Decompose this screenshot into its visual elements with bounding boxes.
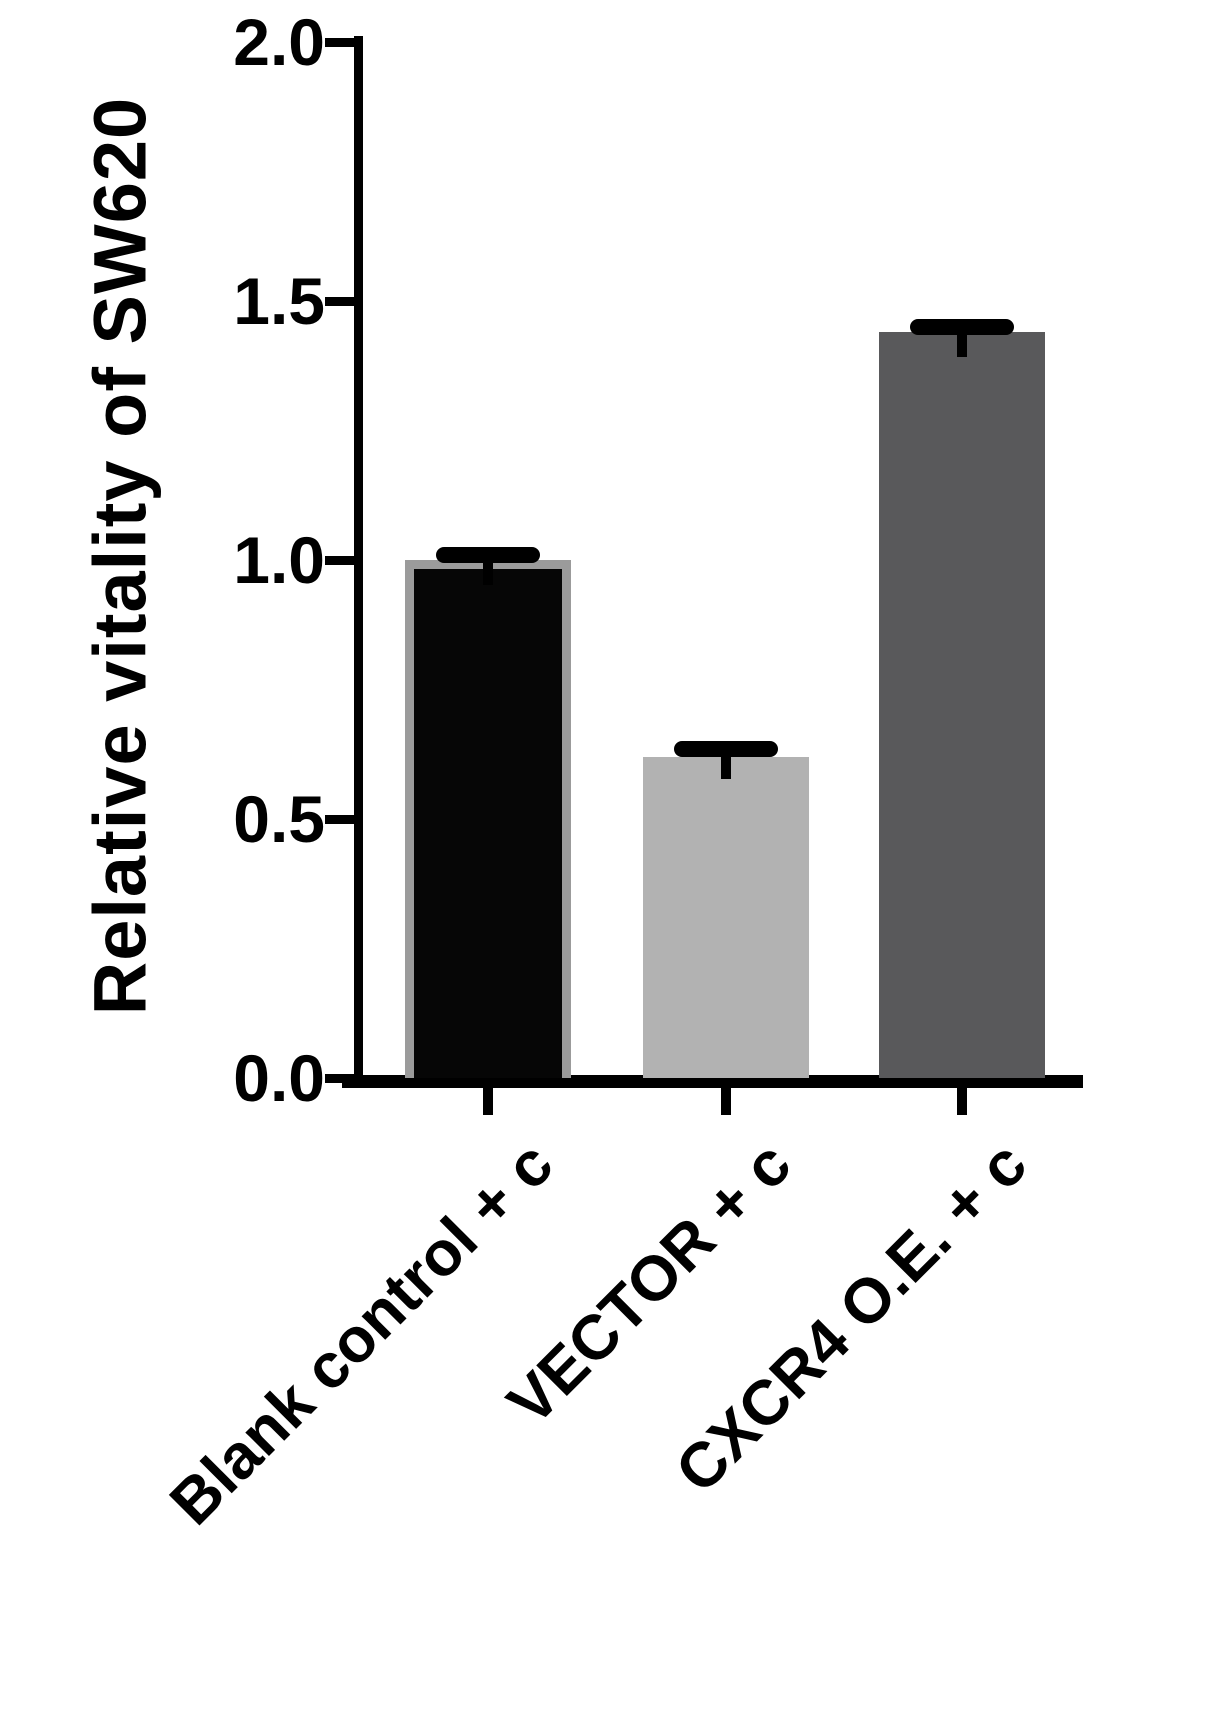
x-axis-label-blank-control-c: Blank control + c <box>156 1128 567 1539</box>
y-tick-mark <box>325 814 355 824</box>
x-tick-mark <box>721 1088 731 1115</box>
y-tick-label: 0.0 <box>233 1041 325 1115</box>
y-tick-mark <box>325 1073 355 1083</box>
error-bar-stem <box>483 554 493 585</box>
y-tick-label: 0.5 <box>233 782 325 856</box>
y-tick-label: 2.0 <box>233 5 325 79</box>
y-tick-label: 1.5 <box>233 264 325 338</box>
error-bar-stem <box>721 749 731 780</box>
error-bar-cap <box>674 741 778 758</box>
y-tick-label: 1.0 <box>233 523 325 597</box>
x-tick-mark <box>957 1088 967 1115</box>
y-tick-mark <box>325 555 355 565</box>
bar-blank-control-c <box>405 560 571 1078</box>
error-bar-stem <box>957 326 967 357</box>
x-tick-mark <box>483 1088 493 1115</box>
error-bar-cap <box>910 318 1014 335</box>
y-tick-mark <box>325 296 355 306</box>
y-axis-line <box>354 36 363 1088</box>
y-tick-mark <box>325 37 355 47</box>
bar-vector-c <box>643 756 809 1078</box>
error-bar-cap <box>436 546 540 563</box>
x-axis-line <box>342 1075 1083 1088</box>
bar-cxcr4-o-e-c <box>879 332 1045 1078</box>
